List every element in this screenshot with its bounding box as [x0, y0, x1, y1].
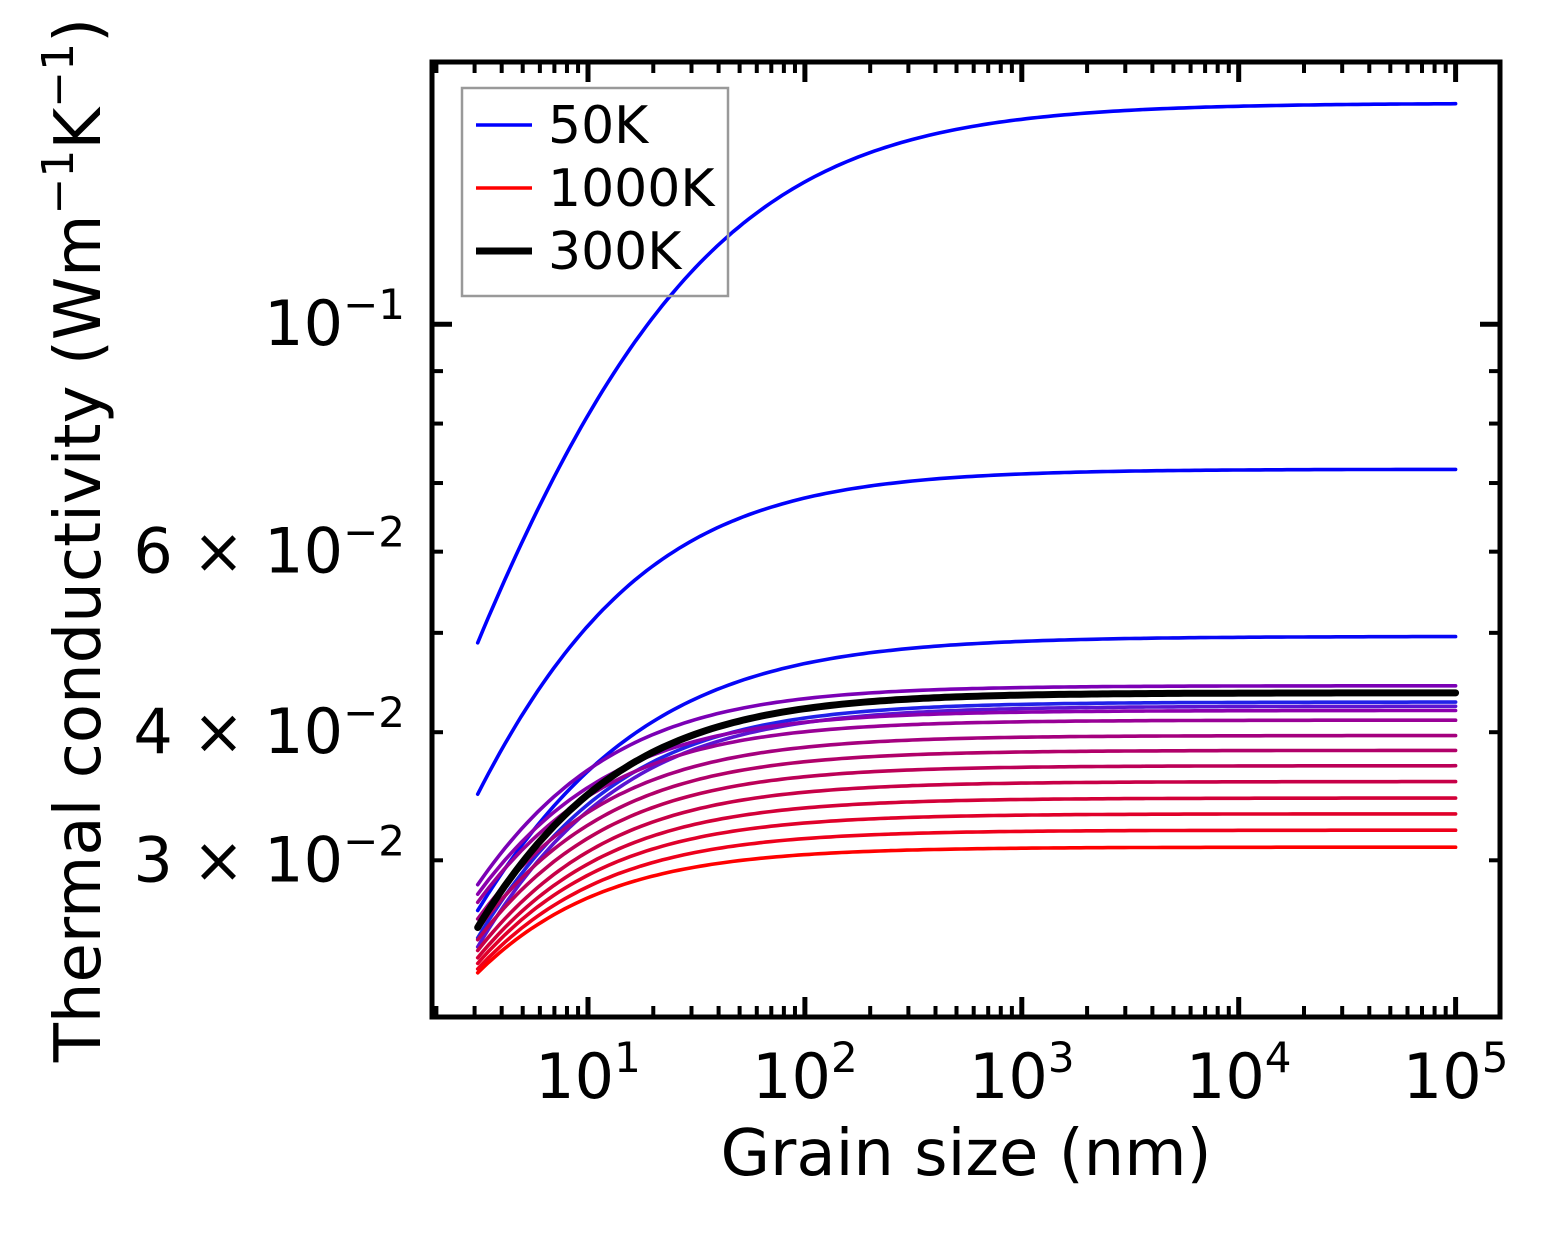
- series-line-T12: [475, 796, 1458, 960]
- x-axis-label: Grain size (nm): [720, 1117, 1211, 1191]
- x-tick-label: 103: [969, 1033, 1075, 1113]
- series-line-T11: [475, 779, 1458, 953]
- y-tick-label: 6 × 10−2: [133, 508, 405, 588]
- plot-frame: [429, 59, 1503, 1020]
- y-tick-label: 4 × 10−2: [133, 688, 405, 768]
- series-line-T1: [475, 467, 1458, 797]
- series-line-T5: [475, 704, 1458, 949]
- y-tick-label: 3 × 10−2: [133, 816, 405, 896]
- series-line-T9: [475, 748, 1458, 932]
- x-tick-label: 102: [752, 1033, 858, 1113]
- series-line-T13: [475, 812, 1458, 966]
- y-axis-label-text: Thermal conductivity (Wm−1K−1): [33, 18, 116, 1063]
- series-line-1000K: [475, 845, 1458, 975]
- series-line-T14: [475, 828, 1458, 971]
- curves: [474, 101, 1460, 975]
- y-tick-label: 10−1: [264, 280, 405, 360]
- legend-label: 300K: [548, 222, 683, 282]
- series-line-300K: [474, 689, 1460, 931]
- series-line-T2: [475, 634, 1458, 913]
- legend-frame: [460, 86, 730, 298]
- y-axis-label: Thermal conductivity (Wm−1K−1): [33, 18, 116, 1063]
- legend-label: 50K: [548, 96, 650, 156]
- x-tick-label: 101: [535, 1033, 641, 1113]
- series-line-50K: [475, 101, 1458, 645]
- series-line-T7: [475, 718, 1458, 905]
- x-tick-label: 104: [1186, 1033, 1292, 1113]
- series-line-T3: [475, 683, 1458, 887]
- axes: [429, 59, 1503, 1020]
- tick-labels: 101 102 103 104 105 10−1 6 × 10−2 4 × 10−2 3 × 1…: [133, 280, 1508, 1113]
- series-line-T10: [475, 763, 1458, 942]
- legend-label: 1000K: [548, 159, 716, 219]
- x-tick-label: 105: [1403, 1033, 1509, 1113]
- series-line-T8: [475, 733, 1458, 921]
